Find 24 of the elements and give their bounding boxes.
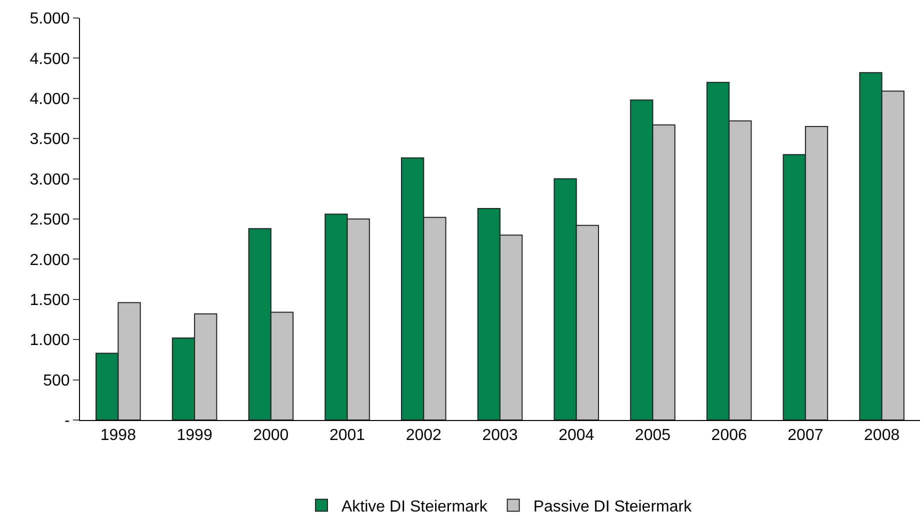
x-tick-label: 1999 <box>176 427 212 444</box>
y-tick-label: 4.500 <box>30 50 70 68</box>
y-tick-label: 1.000 <box>30 332 70 350</box>
y-tick-label: 4.000 <box>30 91 70 108</box>
legend-label: Passive DI Steiermark <box>533 498 693 516</box>
y-tick-label: - <box>64 412 70 430</box>
y-tick-label: 3.500 <box>30 131 70 148</box>
legend-label: Aktive DI Steiermark <box>342 498 488 516</box>
x-tick-label: 2004 <box>558 427 594 444</box>
x-tick-label: 2000 <box>253 427 289 444</box>
y-tick-label: 2.500 <box>30 212 70 229</box>
y-tick-label: 3.000 <box>30 171 70 188</box>
y-tick-label: 2.000 <box>30 252 70 269</box>
x-tick-label: 2001 <box>329 427 366 444</box>
x-tick-label: 1998 <box>100 427 136 444</box>
x-tick-label: 2007 <box>788 427 824 444</box>
y-tick-label: 1.500 <box>30 292 70 309</box>
y-tick-label: 500 <box>43 372 70 390</box>
x-tick-label: 2006 <box>711 427 747 444</box>
y-tick-label: 5.000 <box>30 10 70 28</box>
x-tick-label: 2005 <box>634 427 671 444</box>
x-tick-label: 2002 <box>406 427 442 444</box>
x-tick-label: 2003 <box>482 427 518 444</box>
x-tick-label: 2008 <box>864 427 900 444</box>
